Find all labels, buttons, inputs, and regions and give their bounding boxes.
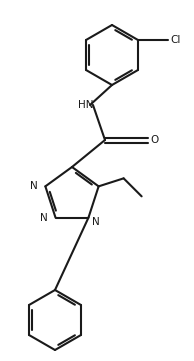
Text: Cl: Cl	[170, 35, 180, 45]
Text: N: N	[93, 217, 100, 227]
Text: O: O	[150, 135, 158, 145]
Text: HN: HN	[78, 100, 94, 110]
Text: N: N	[30, 181, 37, 191]
Text: N: N	[40, 213, 48, 223]
